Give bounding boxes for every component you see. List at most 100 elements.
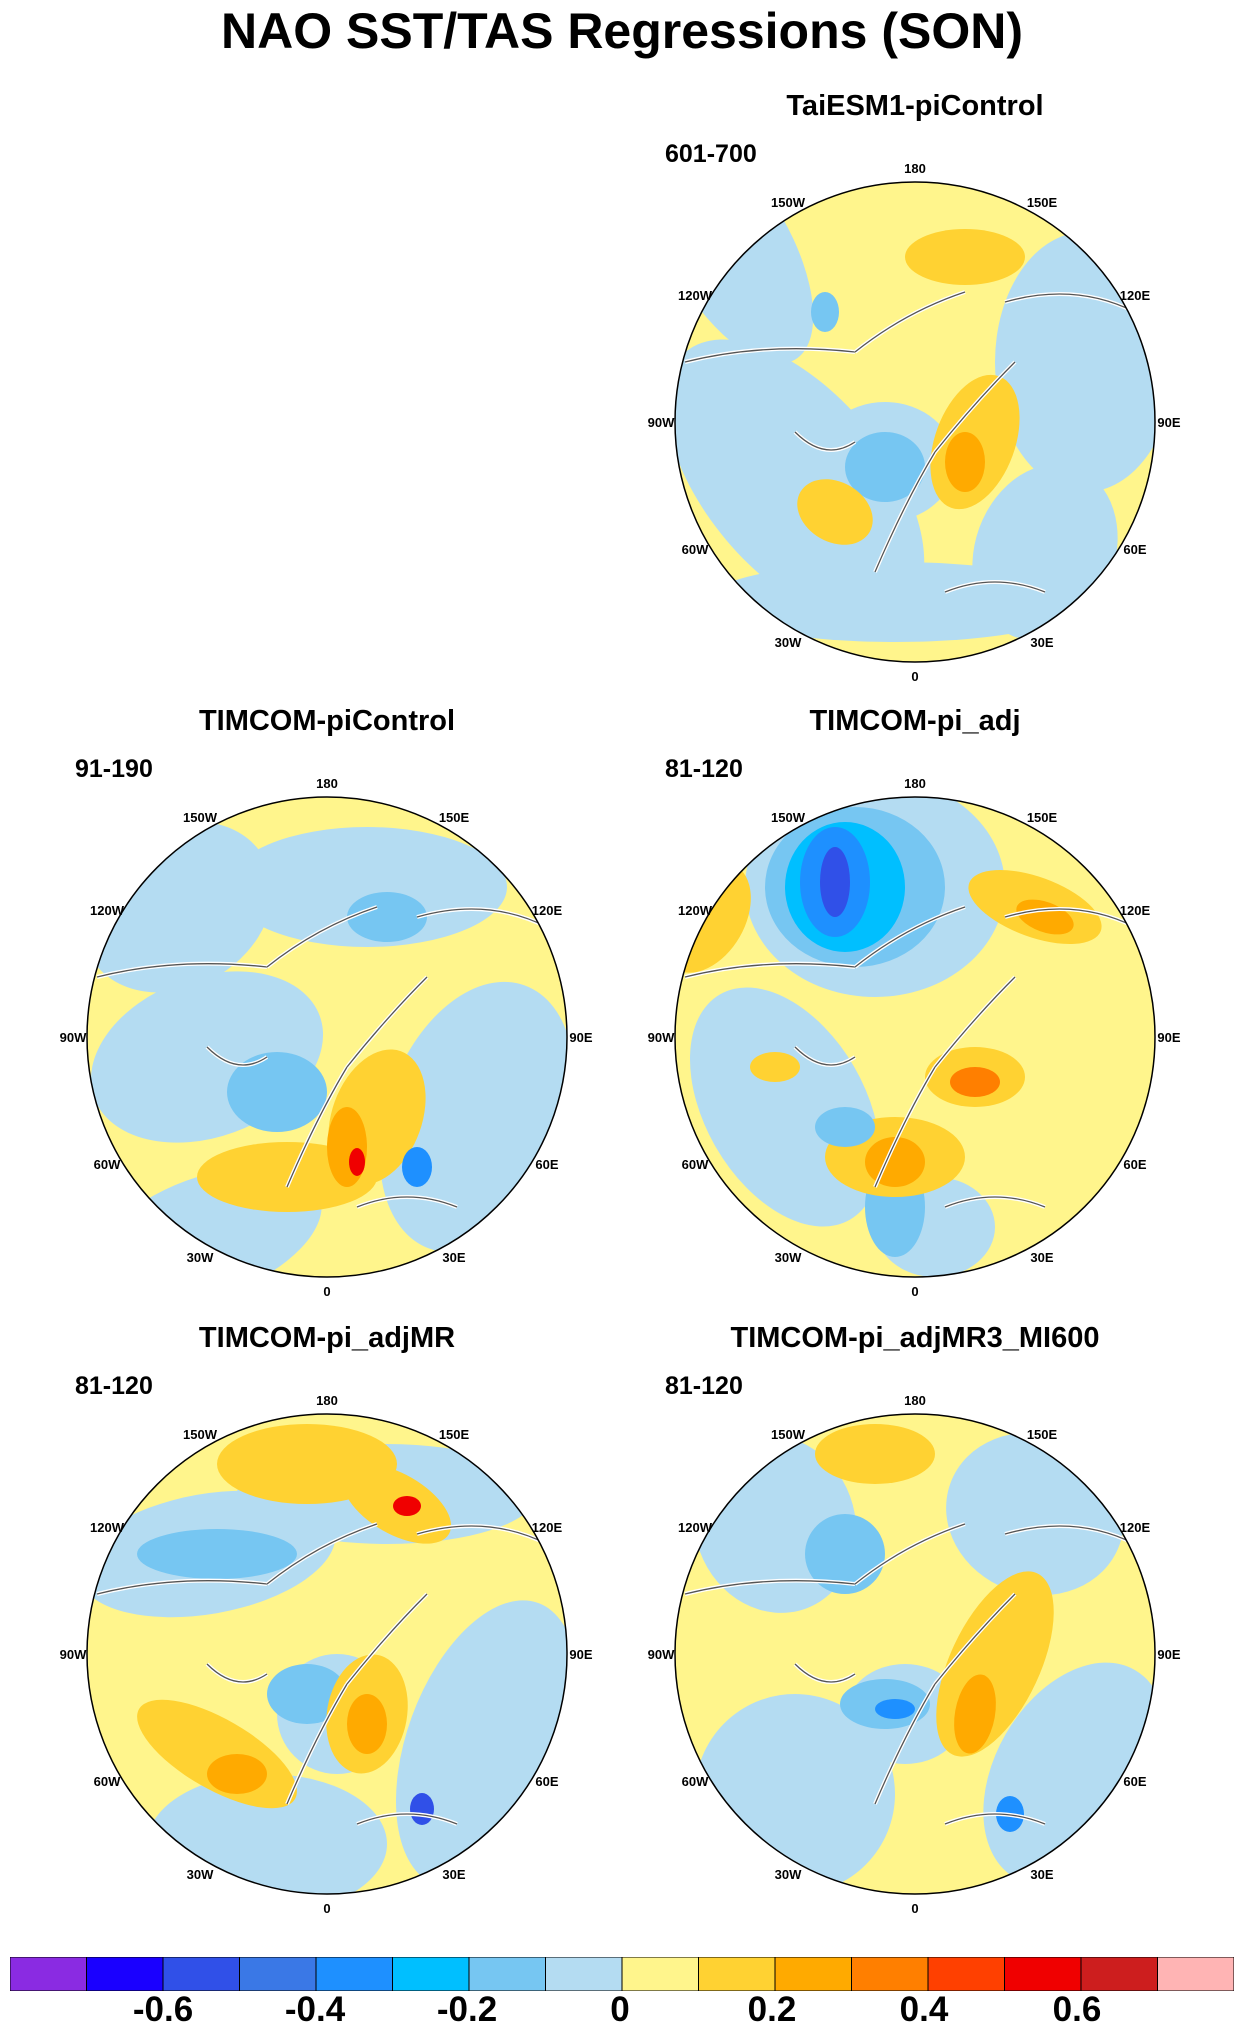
colorbar-label: -0.2 xyxy=(436,1990,498,2029)
longitude-label: 120E xyxy=(1120,903,1151,918)
colorbar-box xyxy=(86,1957,164,1991)
colorbar-box xyxy=(1004,1957,1082,1991)
coastline xyxy=(944,581,1046,593)
coastline xyxy=(346,1593,428,1685)
map-border xyxy=(86,1413,568,1895)
field-contour xyxy=(137,1529,297,1579)
longitude-label: 0 xyxy=(911,669,918,684)
panel-timcom-pi-adjmr3-mi600: TIMCOM-pi_adjMR3_MI600 81-120 180 150E 120… xyxy=(605,1322,1225,1942)
longitude-label: 150W xyxy=(183,1427,218,1442)
coastline xyxy=(684,963,856,978)
longitude-label: 180 xyxy=(316,776,338,791)
colorbar-label: 0.2 xyxy=(747,1990,797,2029)
field-contour xyxy=(705,562,1085,642)
longitude-label: 0 xyxy=(323,1901,330,1916)
colorbar-box xyxy=(698,1957,776,1991)
colorbar-box xyxy=(392,1957,470,1991)
field-contour xyxy=(875,1699,915,1719)
polar-map: 180 150E 120E 90E 60E 30E 0 30W 60W 90W 120W 150W xyxy=(60,1393,593,1916)
coastline xyxy=(1004,293,1136,313)
longitude-label: 120E xyxy=(532,903,563,918)
field-contour xyxy=(820,847,850,917)
coastline xyxy=(286,1683,348,1805)
longitude-label: 30E xyxy=(442,1250,465,1265)
longitude-label: 60W xyxy=(94,1774,121,1789)
longitude-label: 30W xyxy=(187,1867,214,1882)
coastline xyxy=(1004,908,1136,928)
coastline xyxy=(874,1683,936,1805)
polar-map: 180 150E 120E 90E 60E 30E 0 30W 60W 90W 120W 150W xyxy=(648,1393,1181,1916)
field-contour xyxy=(410,1793,434,1825)
coastline xyxy=(684,1580,856,1595)
longitude-label: 150E xyxy=(439,1427,470,1442)
longitude-label: 0 xyxy=(323,1284,330,1299)
panel-title: TIMCOM-pi_adjMR3_MI600 xyxy=(730,1322,1100,1354)
longitude-label: 30E xyxy=(1030,1867,1053,1882)
coastline xyxy=(934,361,1016,453)
colorbar-box xyxy=(851,1957,929,1991)
colorbar-label: -0.4 xyxy=(284,1990,346,2029)
coastline xyxy=(206,1046,268,1066)
longitude-label: 30W xyxy=(775,1250,802,1265)
coastline xyxy=(794,1663,856,1683)
coastline xyxy=(356,1196,458,1208)
longitude-label: 120W xyxy=(90,903,125,918)
coastline xyxy=(794,431,856,451)
longitude-label: 150W xyxy=(183,810,218,825)
panel-timcom-picontrol: TIMCOM-piControl 91-190 180 150E 120E 90E 60… xyxy=(17,705,637,1325)
coastline xyxy=(96,963,268,978)
coastline xyxy=(286,1066,348,1188)
longitude-label: 120E xyxy=(1120,288,1151,303)
longitude-label: 90E xyxy=(569,1030,592,1045)
field-contour xyxy=(675,339,925,625)
longitude-label: 150E xyxy=(439,810,470,825)
longitude-label: 150W xyxy=(771,1427,806,1442)
longitude-label: 30E xyxy=(1030,1250,1053,1265)
coastline xyxy=(854,1523,966,1585)
field-contour xyxy=(393,1496,421,1516)
longitude-label: 60W xyxy=(682,542,709,557)
coastline xyxy=(416,908,548,928)
coastline xyxy=(944,1813,1046,1825)
coastline xyxy=(934,1593,1016,1685)
longitude-label: 60W xyxy=(94,1157,121,1172)
field-contour xyxy=(950,1067,1000,1097)
field-contour xyxy=(750,1052,800,1082)
longitude-label: 30E xyxy=(1030,635,1053,650)
colorbar-label: -0.6 xyxy=(132,1990,194,2029)
coastline xyxy=(874,1066,936,1188)
longitude-label: 120W xyxy=(90,1520,125,1535)
coastline xyxy=(346,976,428,1068)
coastline xyxy=(96,1580,268,1595)
longitude-label: 90W xyxy=(60,1647,87,1662)
longitude-label: 60E xyxy=(1123,542,1146,557)
longitude-label: 60W xyxy=(682,1774,709,1789)
coastline xyxy=(854,906,966,968)
longitude-label: 60E xyxy=(1123,1774,1146,1789)
colorbar-box xyxy=(1080,1957,1158,1991)
coastline xyxy=(266,1523,378,1585)
field-contour xyxy=(797,479,873,545)
colorbar-box xyxy=(468,1957,546,1991)
coastline xyxy=(944,1196,1046,1208)
longitude-label: 150W xyxy=(771,810,806,825)
longitude-label: 60E xyxy=(1123,1157,1146,1172)
panel-timcom-pi-adj: TIMCOM-pi_adj 81-120 180 150E 120E 90E 60E 30… xyxy=(605,705,1225,1325)
panel-years: 91-190 xyxy=(75,755,153,783)
colorbar-label: 0.6 xyxy=(1052,1990,1102,2029)
panel-title: TIMCOM-pi_adj xyxy=(809,705,1021,737)
coastline xyxy=(356,1813,458,1825)
map-border xyxy=(86,796,568,1278)
colorbar-box xyxy=(1157,1957,1234,1991)
field-contour xyxy=(327,1107,367,1187)
longitude-label: 90W xyxy=(648,1030,675,1045)
colorbar-box xyxy=(621,1957,699,1991)
colorbar-box xyxy=(315,1957,393,1991)
longitude-label: 90E xyxy=(1157,1030,1180,1045)
field-contour xyxy=(347,892,427,942)
field-contour xyxy=(227,827,507,947)
longitude-label: 180 xyxy=(904,161,926,176)
longitude-label: 60E xyxy=(535,1157,558,1172)
longitude-label: 120W xyxy=(678,1520,713,1535)
longitude-label: 90W xyxy=(648,415,675,430)
